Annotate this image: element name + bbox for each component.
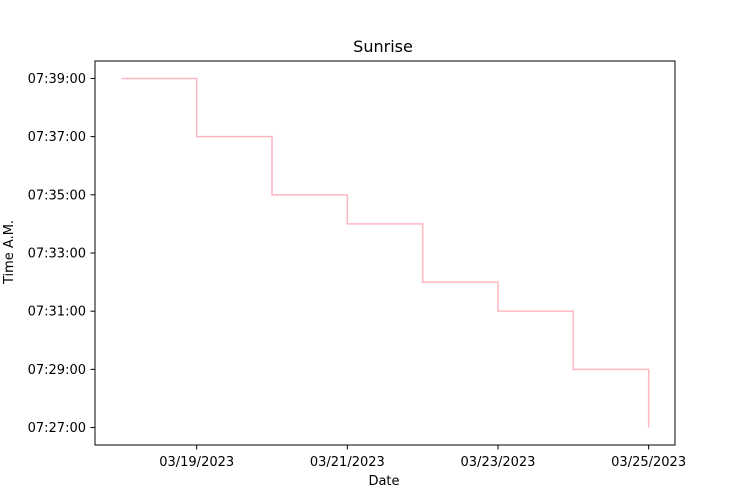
y-tick-label: 07:31:00 (28, 305, 86, 320)
x-tick-label: 03/25/2023 (611, 455, 686, 470)
x-axis: 03/19/2023 03/21/2023 03/23/2023 03/25/2023 (159, 445, 686, 470)
x-tick-label: 03/19/2023 (159, 455, 234, 470)
plot-background (95, 61, 675, 445)
chart-title: Sunrise (353, 37, 413, 56)
x-tick-label: 03/23/2023 (461, 455, 536, 470)
y-tick-label: 07:27:00 (28, 421, 86, 436)
y-tick-label: 07:37:00 (28, 130, 86, 145)
y-axis-label: Time A.M. (2, 220, 17, 285)
x-tick-label: 03/21/2023 (310, 455, 385, 470)
series-layer (121, 77, 650, 428)
y-tick-label: 07:29:00 (28, 363, 86, 378)
y-tick-label: 07:39:00 (28, 72, 86, 87)
plot-area: 03/19/2023 03/21/2023 03/23/2023 03/25/2023… (28, 60, 686, 470)
y-tick-label: 07:33:00 (28, 247, 86, 262)
y-axis: 07:27:00 07:29:00 07:31:00 07:33:00 07:35:00… (28, 72, 95, 436)
y-tick-label: 07:35:00 (28, 188, 86, 203)
series-line-0 (121, 77, 650, 428)
plot-frame (94, 60, 676, 446)
x-axis-label: Date (368, 474, 399, 489)
